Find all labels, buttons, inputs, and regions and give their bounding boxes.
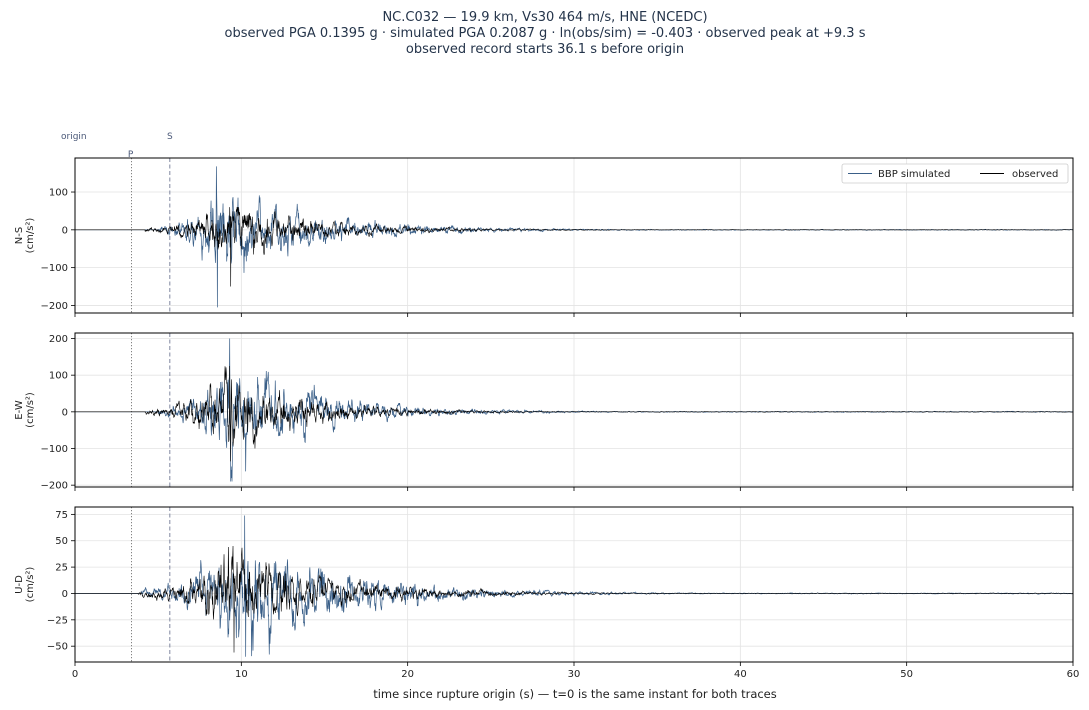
y-tick-label: 50 xyxy=(55,536,68,547)
title-line-3: observed record starts 36.1 s before ori… xyxy=(406,42,684,57)
x-tick-label: 20 xyxy=(401,669,414,680)
y-tick-label: −200 xyxy=(41,301,68,312)
y-tick-label: 200 xyxy=(49,334,68,345)
p-phase-label: P xyxy=(128,150,134,160)
legend-box xyxy=(841,163,1069,184)
x-tick-label: 10 xyxy=(235,669,248,680)
panel-e-w: 200 100 0 −100 −200 E-W(cm/s²) xyxy=(14,332,1074,492)
y-tick-label: 0 xyxy=(62,589,68,600)
origin-label: origin xyxy=(61,132,87,142)
y-tick-label: 0 xyxy=(62,407,68,418)
series-observed-n-s xyxy=(75,207,1073,287)
panel-n-s: 100 0 −100 −200 N-S(cm/s²) BBP simulated obser… xyxy=(14,157,1074,317)
title-line-2: observed PGA 0.1395 g · simulated PGA 0.… xyxy=(225,26,866,41)
series-observed-e-w xyxy=(75,365,1073,462)
y-tick-label: −50 xyxy=(47,642,68,653)
x-axis-label: time since rupture origin (s) — t=0 is t… xyxy=(373,687,777,701)
x-tick-label: 60 xyxy=(1067,669,1080,680)
x-tick-label: 0 xyxy=(72,669,78,680)
y-axis-label: E-W(cm/s²) xyxy=(14,392,36,428)
legend-label-observed: observed xyxy=(1012,169,1058,180)
y-tick-label: 100 xyxy=(49,188,68,199)
title-line-1: NC.C032 — 19.9 km, Vs30 464 m/s, HNE (NC… xyxy=(382,10,707,25)
x-tick-label: 50 xyxy=(900,669,913,680)
y-axis-label: N-S(cm/s²) xyxy=(14,218,36,254)
s-phase-label: S xyxy=(167,132,173,142)
y-axis-label: U-D(cm/s²) xyxy=(14,567,36,603)
y-tick-label: −100 xyxy=(41,263,68,274)
y-tick-label: 25 xyxy=(55,563,68,574)
legend: BBP simulated observed xyxy=(841,163,1069,184)
y-tick-label: −100 xyxy=(41,444,68,455)
x-tick-label: 30 xyxy=(568,669,581,680)
y-tick-label: 100 xyxy=(49,371,68,382)
legend-label-simulated: BBP simulated xyxy=(878,169,950,180)
series-observed-u-d xyxy=(75,546,1073,653)
y-tick-label: 0 xyxy=(62,225,68,236)
y-tick-label: 75 xyxy=(55,510,68,521)
x-tick-label: 40 xyxy=(734,669,747,680)
panel-u-d: 75 50 25 0 −25 −50 0 10 20 30 40 50 60 U-D(cm/s²) xyxy=(14,506,1080,680)
y-tick-label: −25 xyxy=(47,615,68,626)
y-tick-label: −200 xyxy=(41,481,68,492)
series-bbp-simulated-u-d xyxy=(75,515,1073,657)
